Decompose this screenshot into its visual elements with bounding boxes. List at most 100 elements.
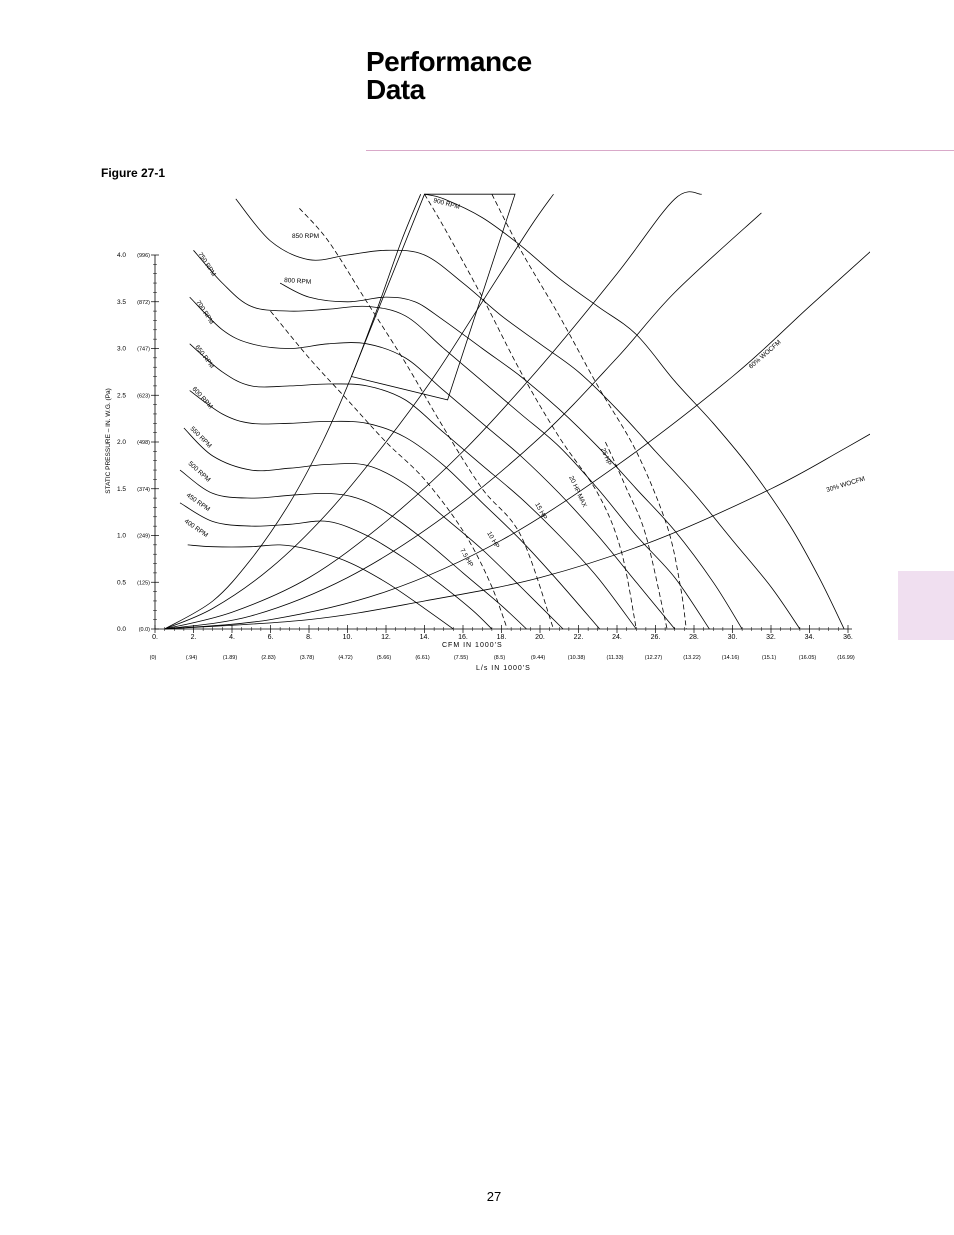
rpm-label: 600 RPM (191, 386, 214, 411)
rpm-label: 850 RPM (292, 233, 319, 240)
x-tick-label-secondary: (16.99) (837, 655, 855, 661)
y-tick-label: 1.0 (117, 533, 126, 540)
x-tick-label: 18. (497, 634, 507, 641)
x-tick-label-secondary: (.94) (186, 655, 197, 661)
x-tick-label: 0. (152, 634, 158, 641)
x-tick-label-secondary: (14.16) (722, 655, 740, 661)
operating-envelope (350, 193, 516, 401)
x-tick-label: 26. (651, 634, 661, 641)
x-tick-label-secondary: (6.61) (415, 655, 430, 661)
rpm-label: 650 RPM (193, 344, 215, 370)
page-title-line1: Performance (366, 46, 532, 77)
hp-label: 10 HP (485, 531, 500, 550)
x-tick-label-secondary: (16.05) (799, 655, 817, 661)
rpm-label: 750 RPM (196, 251, 217, 278)
rpm-label: 900 RPM (432, 197, 460, 211)
x-tick-label-secondary: (11.33) (606, 655, 623, 661)
x-tick-label: 2. (191, 634, 197, 641)
rpm-label: 400 RPM (183, 518, 209, 539)
rpm-curve (187, 544, 454, 630)
x-tick-label: 10. (343, 634, 353, 641)
x-tick-label: 28. (689, 634, 699, 641)
y-tick-label-secondary: (498) (137, 440, 150, 446)
x-tick-label-secondary: (8.5) (494, 655, 505, 661)
figure-label: Figure 27-1 (101, 166, 166, 180)
hp-label: 25 HP (599, 447, 612, 466)
system-curve (164, 193, 554, 630)
x-tick-label: 14. (420, 634, 430, 641)
x-tick-label-secondary: (3.78) (300, 655, 315, 661)
system-curve-label: 60% WOCFM (748, 339, 783, 371)
x-tick-label: 8. (306, 634, 312, 641)
page-title-line2: Data (366, 74, 425, 105)
system-curve-label: 30% WOCFM (826, 475, 866, 493)
x-tick-label: 16. (458, 634, 468, 641)
section-tab (898, 571, 954, 640)
x-tick-label: 6. (268, 634, 274, 641)
y-tick-label-secondary: (0.0) (139, 627, 150, 633)
x-tick-label-secondary: (13.22) (683, 655, 701, 661)
y-tick-label-secondary: (249) (137, 534, 150, 540)
chart-curves (164, 191, 870, 630)
rpm-curve (189, 296, 676, 630)
system-curve (164, 251, 870, 630)
x-tick-label: 32. (766, 634, 776, 641)
hp-line (424, 193, 637, 630)
chart-axes (151, 254, 852, 633)
rpm-curve (235, 198, 801, 630)
rpm-label: 500 RPM (187, 460, 212, 483)
y-tick-label-secondary: (374) (137, 487, 150, 493)
rpm-curve (189, 343, 637, 630)
system-curve (164, 433, 870, 630)
rpm-curve (183, 427, 564, 630)
y-tick-label-secondary: (996) (137, 253, 150, 259)
rpm-curve (279, 282, 743, 630)
x-tick-label-secondary: (10.38) (568, 655, 586, 661)
rpm-curve (179, 469, 527, 630)
x-tick-label: 24. (612, 634, 622, 641)
y-tick-label: 3.5 (117, 299, 126, 306)
y-tick-label: 2.5 (117, 392, 126, 399)
system-curve (164, 212, 762, 630)
rpm-curve (179, 502, 493, 630)
y-tick-label: 1.5 (117, 486, 126, 493)
hp-line (491, 194, 687, 630)
rpm-label: 700 RPM (194, 299, 215, 326)
x-tick-label: 30. (728, 634, 738, 641)
y-tick-label-secondary: (623) (137, 393, 150, 399)
y-axis-label: STATIC PRESSURE – IN. W.G. (Pa) (105, 388, 112, 494)
y-tick-label-secondary: (872) (137, 300, 150, 306)
rpm-curve (189, 390, 601, 630)
rpm-label: 800 RPM (284, 277, 312, 286)
x-tick-label-secondary: (7.55) (454, 655, 469, 661)
title-divider (366, 150, 954, 151)
x-tick-label-secondary: (12.27) (645, 655, 663, 661)
x-tick-label: 12. (381, 634, 391, 641)
x-tick-label: 34. (805, 634, 815, 641)
rpm-label: 450 RPM (185, 492, 211, 513)
page-number: 27 (486, 1189, 502, 1204)
x-tick-label-secondary: (5.66) (377, 655, 392, 661)
hp-line (299, 208, 554, 630)
hp-label: 20 HP MAX (567, 475, 588, 509)
x-axis-label-secondary: L/s IN 1000'S (476, 665, 531, 672)
x-tick-label-secondary: (1.89) (223, 655, 238, 661)
y-tick-label: 0.0 (117, 626, 126, 633)
x-tick-label: 4. (229, 634, 235, 641)
x-tick-label-secondary: (15.1) (762, 655, 777, 661)
y-tick-label: 2.0 (117, 439, 126, 446)
rpm-curve (193, 250, 710, 630)
system-curve (164, 194, 422, 630)
x-tick-label-secondary: (0) (150, 655, 157, 661)
page-title: Performance Data (366, 48, 532, 104)
x-tick-label-secondary: (9.44) (531, 655, 546, 661)
hp-line (605, 441, 668, 630)
performance-chart: 0. (0) 2. (.94) 4. (1.89) 6. (2.83) 8. (3.78) 10. (… (105, 191, 870, 672)
x-tick-label: 36. (843, 634, 853, 641)
system-curve (164, 191, 702, 630)
x-axis-label: CFM IN 1000'S (442, 642, 503, 649)
x-tick-label: 20. (535, 634, 545, 641)
y-tick-label: 4.0 (117, 252, 126, 259)
y-tick-label-secondary: (125) (137, 580, 150, 586)
hp-label: 7.5 HP (458, 548, 474, 569)
